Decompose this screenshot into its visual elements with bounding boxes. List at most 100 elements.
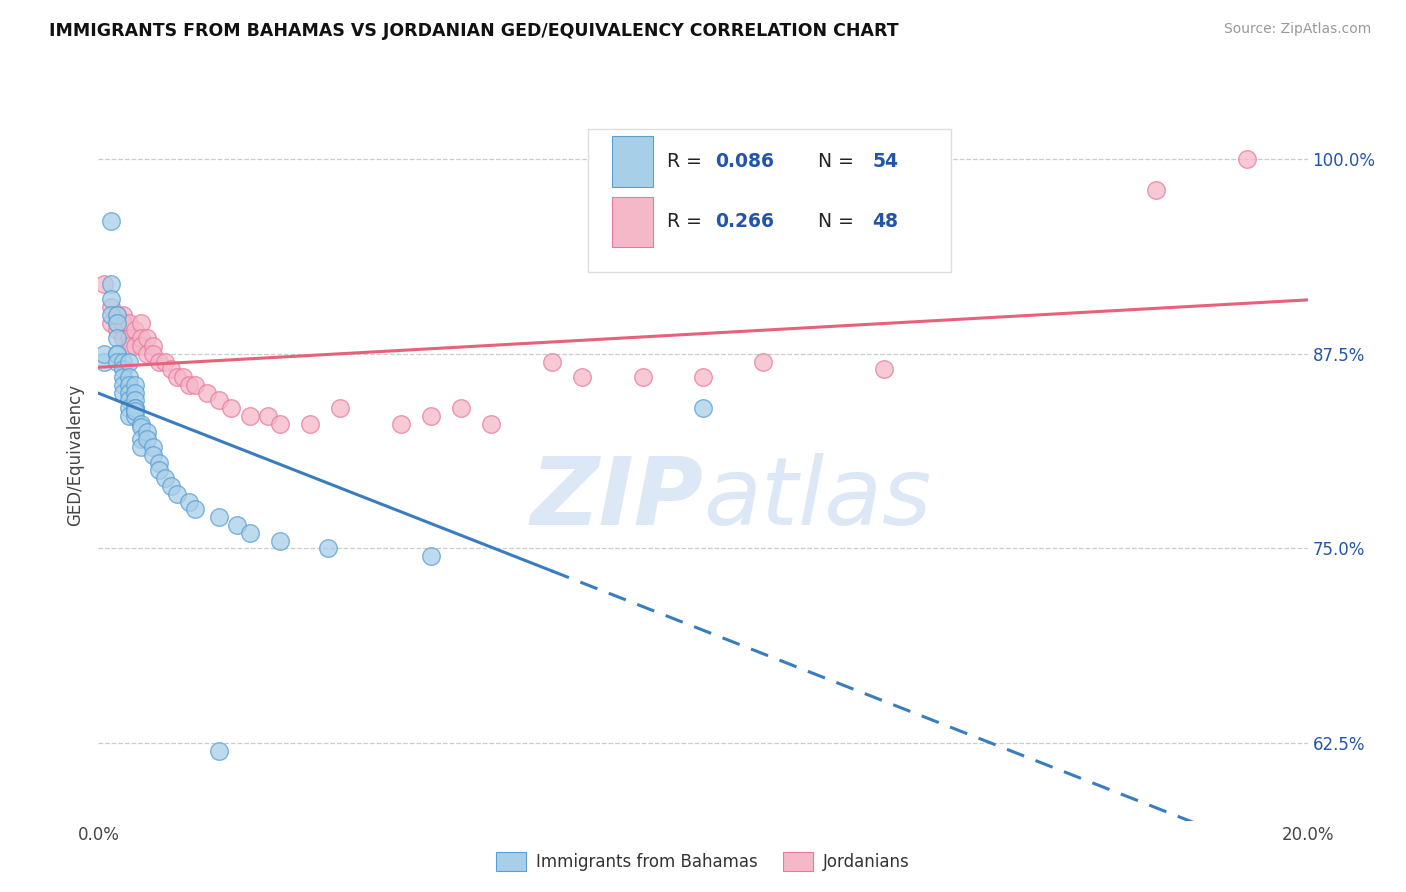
Point	[160, 362, 183, 376]
Point	[105, 316, 128, 330]
Point	[124, 409, 146, 423]
Point	[118, 377, 141, 392]
Point	[118, 354, 141, 368]
Point	[142, 448, 165, 462]
Point	[118, 316, 141, 330]
Point	[692, 370, 714, 384]
Point	[105, 354, 128, 368]
Point	[1144, 183, 1167, 197]
Point	[299, 417, 322, 431]
Text: 0.086: 0.086	[716, 153, 775, 171]
Point	[111, 377, 134, 392]
Point	[752, 354, 775, 368]
Point	[221, 401, 243, 416]
Point	[208, 393, 231, 408]
Point	[208, 510, 231, 524]
Point	[124, 404, 146, 418]
Point	[129, 339, 152, 353]
Point	[179, 494, 201, 508]
Point	[450, 401, 472, 416]
Point	[135, 347, 157, 361]
Text: 0.266: 0.266	[716, 212, 775, 231]
Y-axis label: GED/Equivalency: GED/Equivalency	[66, 384, 84, 526]
Point	[269, 533, 291, 548]
FancyBboxPatch shape	[613, 136, 654, 186]
Point	[389, 417, 412, 431]
Point	[540, 354, 562, 368]
Point	[316, 541, 339, 556]
Point	[692, 401, 714, 416]
Point	[105, 308, 128, 322]
Point	[124, 339, 146, 353]
Point	[148, 354, 170, 368]
Text: ZIP: ZIP	[530, 453, 703, 545]
Point	[208, 743, 231, 757]
Point	[184, 377, 207, 392]
Point	[153, 354, 176, 368]
Point	[111, 331, 134, 345]
Point	[100, 277, 122, 291]
Text: atlas: atlas	[703, 453, 931, 544]
Point	[153, 471, 176, 485]
Point	[118, 331, 141, 345]
Point	[124, 401, 146, 416]
Point	[166, 370, 188, 384]
Point	[124, 393, 146, 408]
Point	[118, 370, 141, 384]
Point	[142, 339, 165, 353]
Point	[873, 362, 896, 376]
Point	[226, 518, 249, 533]
Point	[105, 323, 128, 337]
FancyBboxPatch shape	[613, 196, 654, 247]
Point	[105, 331, 128, 345]
Point	[111, 308, 134, 322]
Point	[100, 300, 122, 314]
Text: IMMIGRANTS FROM BAHAMAS VS JORDANIAN GED/EQUIVALENCY CORRELATION CHART: IMMIGRANTS FROM BAHAMAS VS JORDANIAN GED…	[49, 22, 898, 40]
Point	[93, 347, 115, 361]
Point	[179, 377, 201, 392]
Text: 54: 54	[872, 153, 898, 171]
Point	[420, 549, 443, 563]
Point	[148, 463, 170, 477]
Point	[111, 370, 134, 384]
Point	[111, 362, 134, 376]
Point	[129, 433, 152, 447]
Point	[100, 308, 122, 322]
FancyBboxPatch shape	[588, 129, 950, 272]
Text: R =: R =	[666, 153, 707, 171]
Point	[118, 339, 141, 353]
Point	[269, 417, 291, 431]
Point	[129, 316, 152, 330]
Point	[111, 385, 134, 400]
Point	[135, 331, 157, 345]
Point	[105, 316, 128, 330]
Point	[105, 308, 128, 322]
Point	[105, 347, 128, 361]
Point	[256, 409, 278, 423]
Point	[118, 385, 141, 400]
Point	[129, 420, 152, 434]
Point	[118, 401, 141, 416]
Point	[631, 370, 654, 384]
Point	[135, 433, 157, 447]
Point	[111, 354, 134, 368]
Point	[124, 323, 146, 337]
Point	[124, 385, 146, 400]
Point	[100, 316, 122, 330]
Point	[118, 409, 141, 423]
Point	[1236, 153, 1258, 167]
Text: N =: N =	[806, 153, 859, 171]
Point	[93, 354, 115, 368]
Point	[105, 347, 128, 361]
Point	[129, 331, 152, 345]
Point	[124, 401, 146, 416]
Point	[100, 293, 122, 307]
Point	[129, 417, 152, 431]
Point	[148, 456, 170, 470]
Point	[329, 401, 352, 416]
Point	[100, 214, 122, 228]
Point	[420, 409, 443, 423]
Text: 48: 48	[872, 212, 898, 231]
Point	[195, 385, 218, 400]
Point	[118, 393, 141, 408]
